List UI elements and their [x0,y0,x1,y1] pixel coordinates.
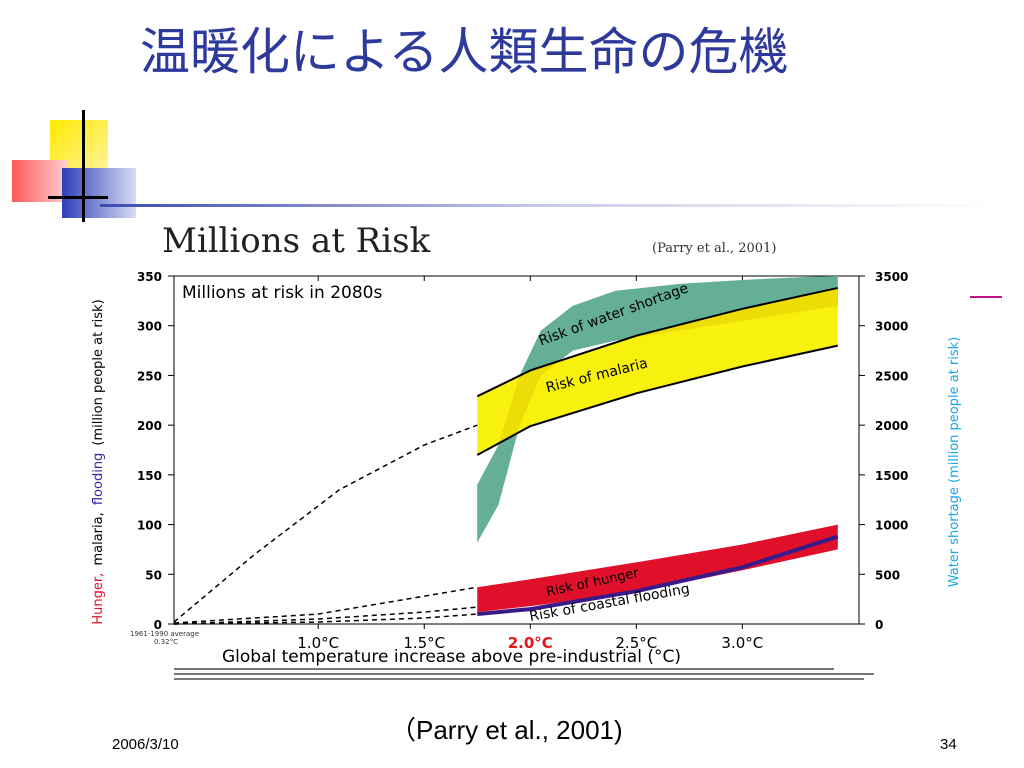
source-fine-print [174,668,874,680]
ylabel-hunger: Hunger, [91,573,106,625]
y-tick-left-label: 0 [154,618,162,632]
y-tick-right-label: 1000 [875,519,908,533]
y-tick-left-label: 350 [137,270,162,284]
decor-vertical-line [82,110,85,222]
x-tick-label: 2.0°C [508,634,553,652]
water-shortage-band [477,276,838,543]
chart-figure: Millions at Risk (Parry et al., 2001) 0 5… [82,216,962,686]
x-tick-label: 1.5°C [403,634,445,652]
y-tick-right-label: 3000 [875,320,908,334]
chart-title-source: (Parry et al., 2001) [652,241,776,256]
figure-caption: （Parry et al., 2001) [390,715,623,745]
hunger-band [477,524,838,613]
decor-blue-square [62,168,136,218]
malaria-lower-line [476,344,839,456]
chart-title: Millions at Risk [162,221,431,261]
malaria-band [477,287,838,455]
y-tick-left-label: 100 [137,519,162,533]
y-axis-label-left: Hunger, malaria, flooding (million peopl… [91,299,106,624]
slide-date: 2006/3/10 [112,736,179,753]
x-tick-label: 3.0°C [721,634,763,652]
coastal-flooding-line [477,534,839,617]
y-tick-right-label: 500 [875,568,900,582]
baseline-note-line2: 0.32°C [154,638,178,646]
decor-red-square [12,160,68,202]
y-tick-right-label: 1500 [875,469,908,483]
slide-title: 温暖化による人類生命の危機 [140,23,789,81]
plot-area: 0501001502002503003500500100015002000250… [137,270,908,652]
title-divider [100,204,1000,207]
y-tick-right-label: 2000 [875,419,908,433]
y-tick-left-label: 50 [145,568,162,582]
y-tick-right-label: 3500 [875,270,908,284]
chart-svg: Millions at Risk (Parry et al., 2001) 0 5… [91,221,962,680]
y-tick-right-label: 2500 [875,369,908,383]
x-axis-label: Global temperature increase above pre-in… [222,647,681,667]
y-tick-right-label: 0 [875,618,883,632]
x-tick-label: 1.0°C [297,634,339,652]
chart-subtitle: Millions at risk in 2080s [182,283,382,303]
y-tick-left-label: 250 [137,369,162,383]
y-tick-left-label: 150 [137,469,162,483]
plot-frame [173,275,860,625]
ylabel-units: (million people at risk) [91,299,106,445]
dashed-guide-line [173,613,478,625]
x-tick-label: 2.5°C [615,634,657,652]
side-mark [970,296,1002,298]
y-tick-left-label: 200 [137,419,162,433]
overlap-tint [477,276,838,543]
y-axis-label-right: Water shortage (million people at risk) [947,337,962,588]
malaria-upper-line [476,286,839,398]
slide-page-number: 34 [940,736,957,753]
y-tick-left-label: 300 [137,320,162,334]
ylabel-flooding: flooding [91,453,106,505]
decor-horizontal-line [48,196,108,199]
dashed-guide-line [173,606,478,625]
dashed-guide-line [173,424,478,623]
ylabel-malaria: malaria, [91,512,106,565]
baseline-note-line1: 1961-1990 average [130,630,199,638]
dashed-guide-line [173,586,478,624]
